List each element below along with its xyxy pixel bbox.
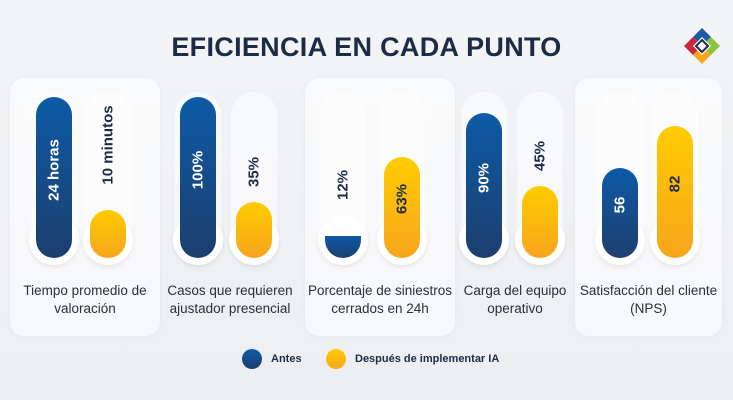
bar-before <box>36 97 72 258</box>
value-label-before: 56 <box>611 196 629 214</box>
category-label: Satisfacción del cliente (NPS) <box>579 283 718 316</box>
category-label: Casos que requieren ajustador presencial <box>167 283 293 316</box>
legend-swatch-before <box>242 349 262 369</box>
legend-item-before: Antes <box>242 349 302 369</box>
value-label-before: 90% <box>475 162 493 193</box>
value-label-after: 45% <box>531 140 549 171</box>
category-label: Carga del equipo operativo <box>463 283 567 316</box>
bar-before <box>325 236 361 258</box>
value-label-after: 10 minutos <box>99 105 117 185</box>
bar-before <box>180 97 216 258</box>
legend-item-after: Después de implementar IA <box>326 349 499 369</box>
legend-label-after: Después de implementar IA <box>355 353 500 365</box>
value-label-after: 35% <box>245 156 263 187</box>
value-label-before: 100% <box>189 150 207 189</box>
bar-after <box>657 125 693 258</box>
bar-after <box>522 185 558 258</box>
value-label-after: 63% <box>393 184 411 215</box>
value-label-after: 82 <box>666 175 684 193</box>
page-title: EFICIENCIA EN CADA PUNTO <box>171 32 562 62</box>
category-label: Porcentaje de siniestros cerrados en 24h <box>307 283 453 316</box>
bar-after <box>236 201 272 258</box>
bar-after <box>384 156 420 258</box>
bar-before <box>466 113 502 258</box>
company-logo <box>684 28 720 64</box>
value-label-before: 24 horas <box>45 138 63 201</box>
category-label: Tiempo promedio de valoración <box>23 283 147 316</box>
bar-before <box>602 167 638 258</box>
bar-after <box>90 209 126 258</box>
legend-swatch-after <box>326 349 346 369</box>
value-label-before: 12% <box>334 169 352 201</box>
legend-label-before: Antes <box>271 353 302 365</box>
